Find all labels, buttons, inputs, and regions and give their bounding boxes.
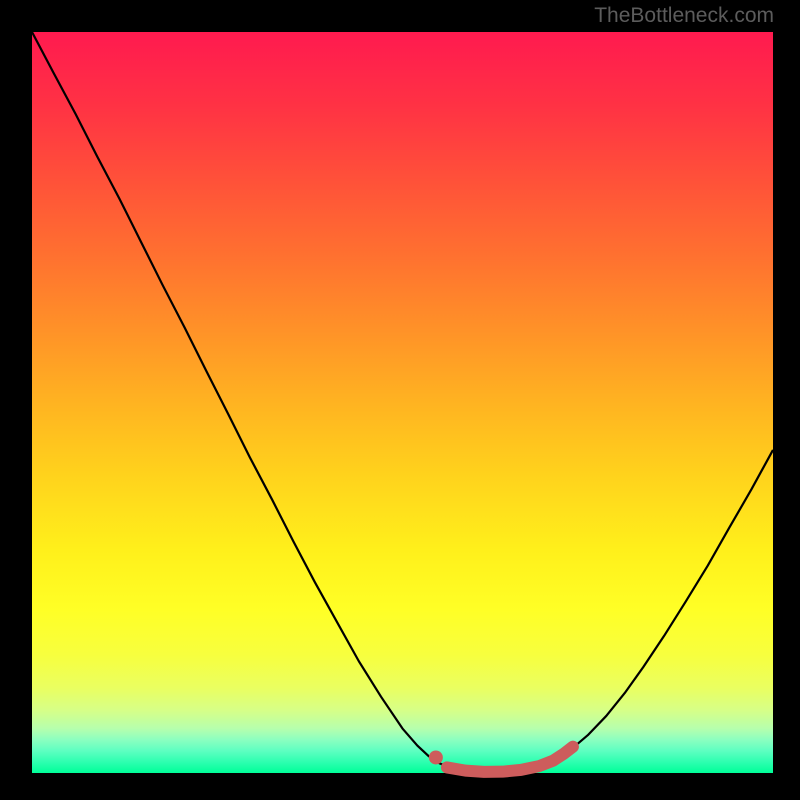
chart-container: TheBottleneck.com [0,0,800,800]
watermark-text: TheBottleneck.com [594,4,774,28]
heatmap-background [32,32,773,773]
marker-dot [429,750,443,764]
chart-svg [0,0,800,800]
